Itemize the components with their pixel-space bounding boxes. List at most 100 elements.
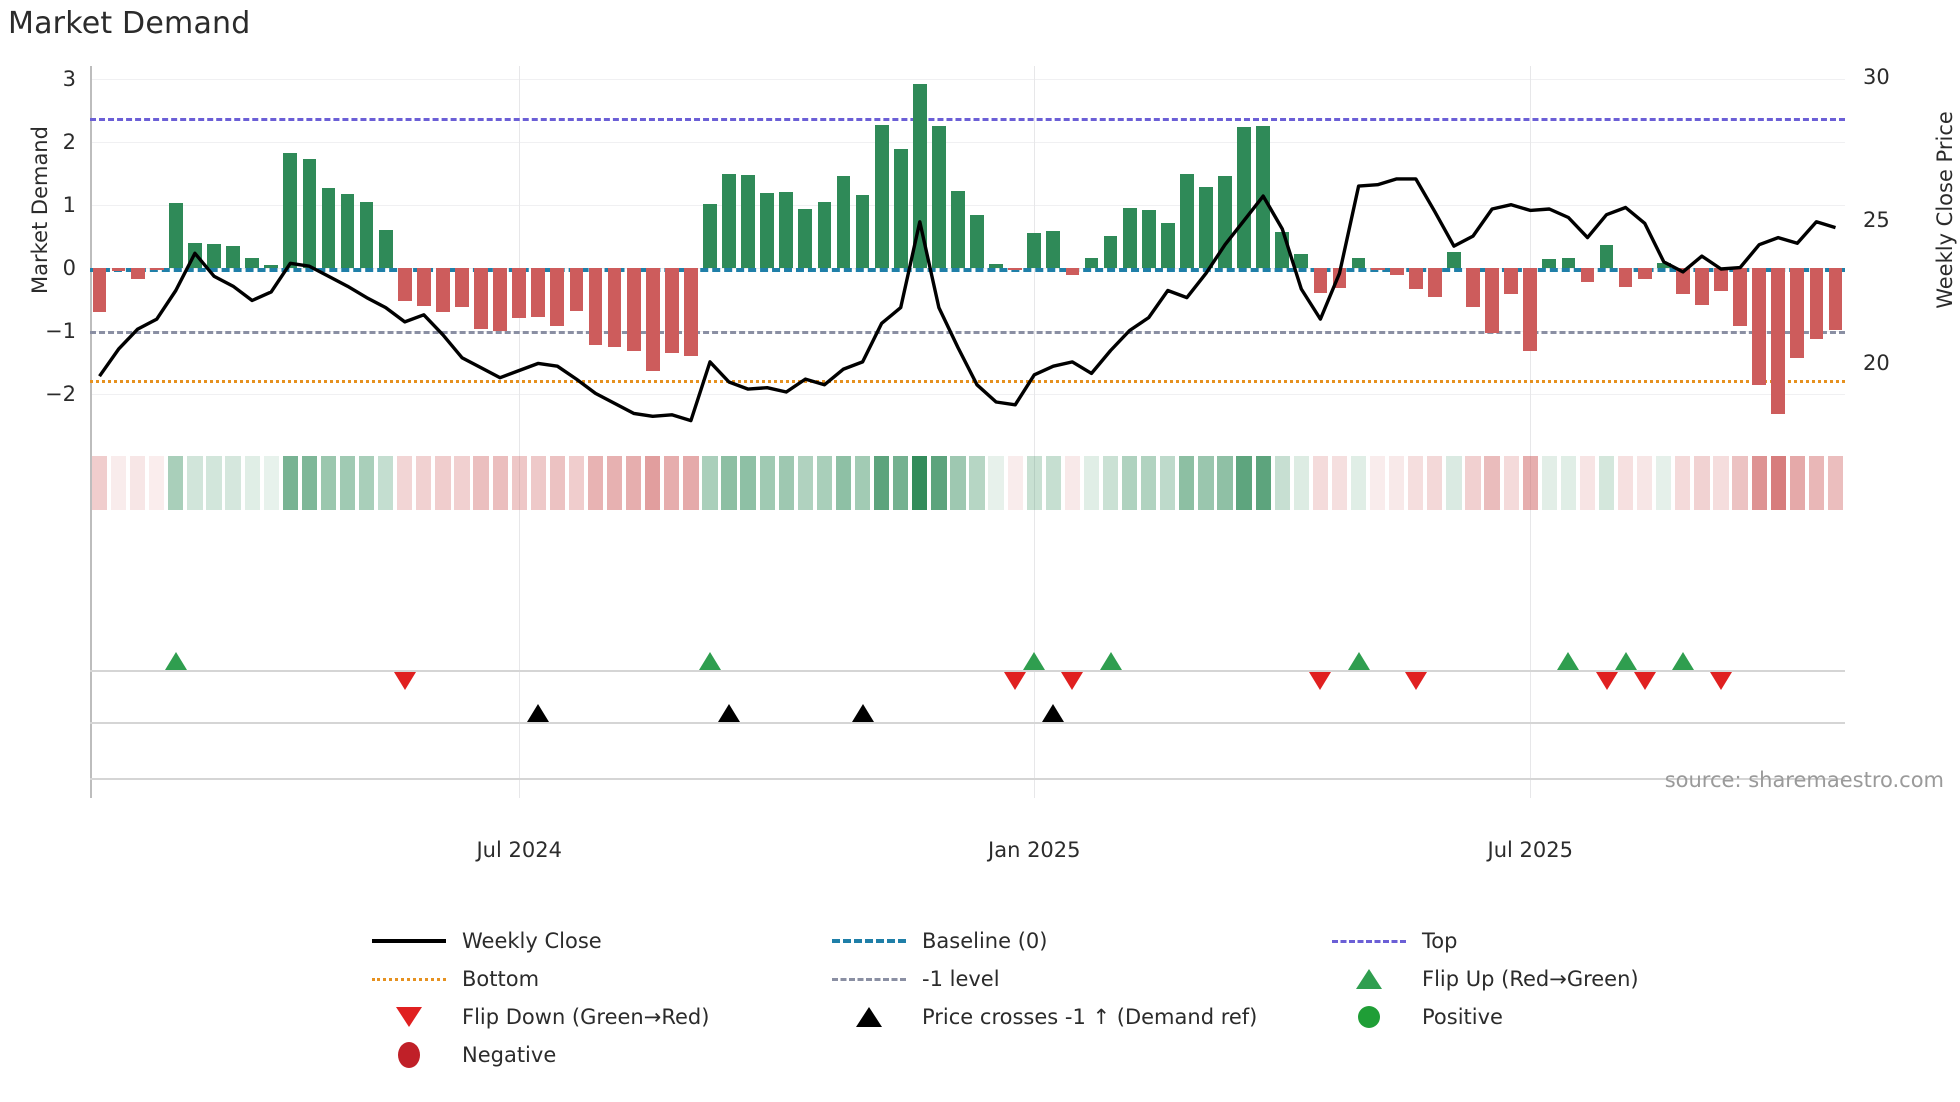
demand-bar [531,267,546,318]
heat-cell [1598,456,1615,510]
dash-blue-glyph [832,939,906,943]
flip-up-marker[interactable] [1614,652,1637,670]
flip-down-marker[interactable] [1404,672,1427,690]
heat-cell [1350,456,1367,510]
heat-cell [1274,456,1290,510]
demand-bar [474,267,488,330]
heat-cell [1122,456,1138,510]
heat-cell [225,456,241,510]
heat-cell [549,456,565,510]
demand-bar [1656,262,1671,268]
x-tick-label: Jul 2025 [1487,838,1573,862]
flip-down-marker[interactable] [1061,672,1084,690]
legend-item[interactable]: Weekly Close [370,929,830,953]
demand-bar [1485,267,1499,333]
tri-up-black-icon [830,1006,908,1028]
solid-line-black-icon [370,930,448,952]
heat-cell [1370,456,1386,510]
heat-cell [530,456,546,510]
heat-cell [1503,456,1519,510]
legend-item-label: Positive [1422,1005,1503,1029]
heat-cell [1446,456,1462,510]
price-cross-marker[interactable] [851,704,874,722]
heat-cell [1427,456,1443,510]
heat-cell [1770,456,1786,510]
legend-item[interactable]: Bottom [370,967,830,991]
flip-down-marker[interactable] [1633,672,1656,690]
flip-down-marker[interactable] [1595,672,1618,690]
price-cross-marker[interactable] [1042,704,1065,722]
heat-cell [168,456,184,510]
heat-cell [778,456,794,510]
heat-cell [1198,456,1214,510]
flip-down-marker[interactable] [393,672,416,690]
legend-item[interactable]: Top [1330,929,1730,953]
legend-item[interactable]: Positive [1330,1005,1730,1029]
heat-cell [645,456,661,510]
demand-bar [436,267,450,313]
demand-bar [1675,267,1690,295]
heat-cell [110,456,127,510]
heat-cell [1637,456,1653,510]
demand-bar [378,230,393,268]
demand-bar [455,267,469,308]
flip-up-marker[interactable] [1557,652,1580,670]
flip-down-marker[interactable] [1309,672,1332,690]
heat-cell [1484,456,1500,510]
demand-bar [1504,267,1519,295]
flip-up-marker[interactable] [698,652,721,670]
gridline-horizontal [90,141,1845,143]
legend-item[interactable]: Flip Down (Green→Red) [370,1005,830,1029]
demand-bar [1275,231,1290,268]
flip-down-marker[interactable] [1710,672,1732,690]
heat-cell [1522,456,1538,510]
heat-cell [606,456,623,510]
flip-up-marker[interactable] [1347,652,1370,670]
demand-bar [951,190,965,268]
flip-up-marker[interactable] [164,652,187,670]
legend-item[interactable]: Flip Up (Red→Green) [1330,967,1730,991]
heat-cell [854,456,871,510]
top-reference-line [90,117,1845,121]
flip-up-marker[interactable] [1671,652,1694,670]
demand-bar [1561,257,1576,268]
demand-bar [1370,267,1385,271]
demand-bar [1199,187,1213,268]
gridline-vertical [1034,66,1036,798]
heat-cell [473,456,489,510]
legend-item[interactable]: Negative [370,1042,830,1068]
circle-green-icon [1330,1006,1408,1028]
legend-item[interactable]: Price crosses -1 ↑ (Demand ref) [830,1005,1330,1029]
demand-bar [1294,254,1309,268]
flip-down-marker[interactable] [1004,672,1027,690]
flip-up-marker[interactable] [1023,652,1046,670]
heat-cell [568,456,585,510]
demand-bar [168,202,183,268]
heat-cell [1713,456,1729,510]
y-tick-right: 30 [1863,65,1890,90]
demand-bar [798,209,813,268]
legend-item[interactable]: -1 level [830,967,1330,991]
price-cross-marker[interactable] [527,704,550,722]
heat-cell [339,456,356,510]
demand-bar [1695,267,1709,305]
price-cross-marker[interactable] [718,704,741,722]
legend-item-label: Flip Down (Green→Red) [462,1005,710,1029]
y-tick-left: 3 [62,66,76,91]
legend-item[interactable]: Baseline (0) [830,929,1330,953]
flip-row-rule [90,670,1845,672]
demand-bar [1733,267,1747,326]
demand-bar [760,193,775,268]
flip-up-marker[interactable] [1099,652,1122,670]
heat-cell [1789,456,1805,510]
heat-cell [263,456,279,510]
heat-cell [1217,456,1233,510]
heat-cell [1541,456,1557,510]
demand-bar [1351,257,1366,268]
heat-cell [1026,456,1042,510]
dash-blue-icon [830,930,908,952]
demand-bar [1427,267,1442,297]
demand-bar [1046,231,1061,268]
demand-bar [245,257,259,268]
